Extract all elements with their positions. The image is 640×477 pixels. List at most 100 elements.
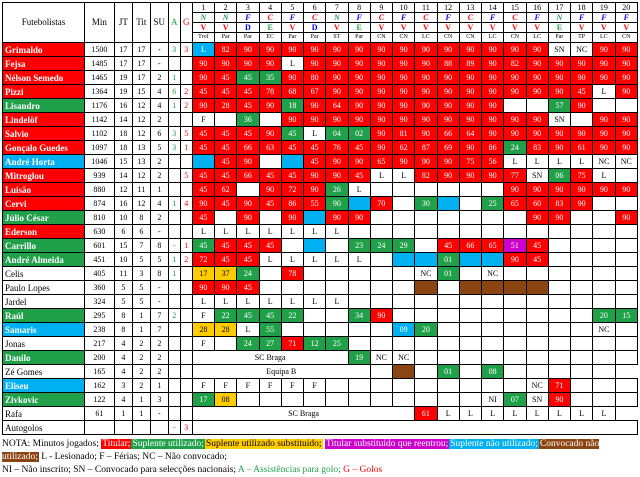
player-row: Autogolos -3	[2, 420, 639, 435]
player-sub-appearances: 2	[149, 70, 169, 85]
game-cell: 90	[369, 84, 394, 99]
game-cell: 90	[191, 56, 216, 71]
game-cell: 90	[347, 112, 371, 127]
game-cell: 61	[414, 406, 438, 421]
game-number: 2	[214, 2, 238, 13]
game-cell: 89	[458, 56, 483, 71]
game-cell: NC	[392, 350, 416, 365]
player-name: Samaris	[2, 322, 85, 337]
col-header-min: Min	[83, 2, 115, 43]
legend-assists: A – Assistências para golo;	[237, 465, 341, 475]
game-cell: 45	[214, 140, 238, 155]
game-venue: N	[191, 12, 216, 23]
game-cell	[614, 392, 639, 407]
game-venue: F	[347, 12, 371, 23]
game-number: 17	[547, 2, 572, 13]
game-cell: 90	[481, 56, 505, 71]
game-cell	[592, 266, 616, 281]
game-cell: F	[191, 308, 216, 323]
game-cell: 20	[592, 308, 616, 323]
game-cell	[414, 210, 438, 225]
game-cell: L	[392, 168, 416, 183]
game-cell	[503, 210, 527, 225]
game-cell: 45	[191, 126, 216, 141]
game-cell	[547, 364, 572, 379]
player-row: Danilo 200 4 2 2 SC Braga 19 NC NC	[2, 350, 639, 365]
player-assists: 1	[167, 196, 181, 211]
game-cell: L	[325, 224, 349, 239]
game-cell: 45	[191, 238, 216, 253]
game-cell	[614, 294, 639, 309]
game-cell	[503, 336, 527, 351]
game-cell: 86	[481, 140, 505, 155]
game-cell	[503, 364, 527, 379]
game-cell	[570, 238, 594, 253]
game-cell	[458, 392, 483, 407]
game-cell: 90	[525, 84, 549, 99]
game-cell: 45	[191, 182, 216, 197]
game-cell	[592, 336, 616, 351]
game-cell: L	[258, 224, 282, 239]
player-name: Autogolos	[2, 420, 85, 435]
game-cell: 90	[592, 70, 616, 85]
game-competition: LC	[592, 32, 616, 43]
game-cell: 90	[436, 84, 460, 99]
player-name: Fejsa	[2, 56, 85, 71]
game-cell	[303, 266, 327, 281]
game-cell	[614, 98, 639, 113]
game-competition: Par	[236, 32, 260, 43]
game-cell	[481, 210, 505, 225]
player-name: Danilo	[2, 350, 85, 365]
game-cell: 45	[258, 168, 282, 183]
player-row: Jardel 324 5 5- L L L L L L L	[2, 294, 639, 309]
game-cell: 90	[414, 56, 438, 71]
game-cell: 90	[369, 70, 394, 85]
game-cell: 90	[325, 168, 349, 183]
game-cell: L	[236, 294, 260, 309]
game-cell: SN	[547, 112, 572, 127]
player-row: Zé Gomes 165 4 2 2 Equipa B 01 08	[2, 364, 638, 379]
game-cell: NC	[570, 42, 594, 57]
game-cell	[414, 308, 438, 323]
player-goals: 3	[179, 42, 193, 57]
game-cell	[214, 112, 238, 127]
game-cell	[547, 322, 572, 337]
player-games: 12	[113, 182, 133, 197]
game-cell	[547, 224, 572, 239]
game-cell: 57	[547, 98, 572, 113]
game-cell: 90	[236, 56, 260, 71]
game-cell: 82	[414, 168, 438, 183]
game-cell: 90	[436, 70, 460, 85]
game-cell	[392, 308, 416, 323]
player-goals	[179, 364, 193, 379]
game-cell	[547, 350, 572, 365]
game-cell: L	[481, 406, 505, 421]
game-cell	[592, 196, 616, 211]
game-cell	[280, 238, 305, 253]
game-result: V	[481, 22, 505, 33]
game-cell: 37	[214, 266, 238, 281]
game-cell	[481, 322, 505, 337]
game-cell	[481, 308, 505, 323]
col-header-tit: Tit	[131, 2, 151, 43]
game-cell	[458, 336, 483, 351]
player-sub-appearances: 8	[149, 238, 169, 253]
game-cell: 90	[258, 182, 282, 197]
player-minutes: 162	[83, 378, 115, 393]
game-cell	[369, 322, 394, 337]
game-cell	[414, 280, 438, 295]
player-row: Ederson 630 6 6- L L L L L L L	[2, 224, 639, 239]
player-sub-appearances: 7	[149, 308, 169, 323]
game-cell: 90	[325, 42, 349, 57]
game-cell	[481, 182, 505, 197]
game-cell	[592, 392, 616, 407]
game-result: D	[236, 22, 260, 33]
player-minutes: 451	[83, 252, 115, 267]
player-sub-appearances: 3	[149, 392, 169, 407]
player-games: 3	[113, 378, 133, 393]
player-row: Zivkovic 122 4 1 3 17 08 NI 07 SN 90	[2, 392, 639, 407]
game-cell	[303, 280, 327, 295]
game-cell	[614, 336, 639, 351]
game-cell: 90	[503, 84, 527, 99]
